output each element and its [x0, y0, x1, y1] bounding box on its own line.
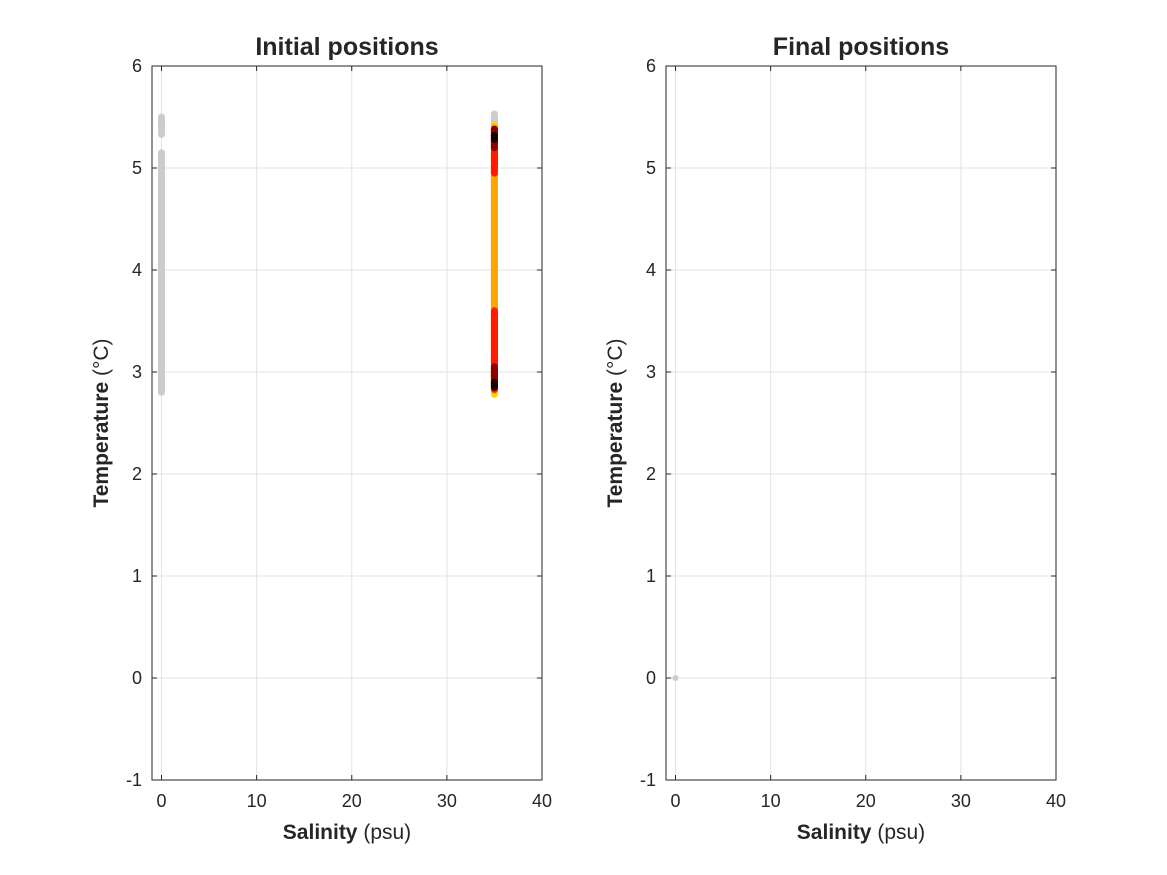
y-axis-label-unit: (°C) [90, 338, 113, 381]
y-axis-label: Temperature (°C) [90, 338, 113, 507]
y-tick-label: -1 [126, 770, 142, 790]
ticks: 0 10 20 30 40 -1 0 1 2 3 4 5 6 [640, 56, 1066, 811]
y-tick-label: 3 [646, 362, 656, 382]
y-axis-label-name: Temperature [604, 382, 627, 508]
x-tick-label: 20 [342, 791, 362, 811]
x-axis-label: Salinity (psu) [797, 821, 925, 844]
y-tick-label: 1 [646, 566, 656, 586]
x-axis-label-name: Salinity [797, 821, 872, 844]
x-tick-label: 30 [437, 791, 457, 811]
grid [152, 66, 542, 780]
y-tick-label: -1 [640, 770, 656, 790]
chart-title: Final positions [773, 33, 949, 61]
x-tick-label: 30 [951, 791, 971, 811]
ticks: 0 10 20 30 40 -1 0 1 2 3 4 5 6 [126, 56, 552, 811]
x-tick-label: 40 [532, 791, 552, 811]
y-tick-label: 6 [646, 56, 656, 76]
y-tick-label: 2 [646, 464, 656, 484]
y-tick-label: 0 [646, 668, 656, 688]
x-axis-label-unit: (psu) [358, 821, 412, 844]
y-axis-label-unit: (°C) [604, 338, 627, 381]
chart-title: Initial positions [255, 33, 438, 61]
y-tick-label: 0 [132, 668, 142, 688]
x-tick-label: 0 [157, 791, 167, 811]
grid [666, 66, 1056, 780]
y-tick-label: 5 [646, 158, 656, 178]
y-tick-label: 4 [646, 260, 656, 280]
y-tick-label: 6 [132, 56, 142, 76]
x-tick-label: 0 [671, 791, 681, 811]
axes-frame [151, 65, 543, 781]
y-tick-label: 3 [132, 362, 142, 382]
x-tick-label: 40 [1046, 791, 1066, 811]
y-tick-label: 5 [132, 158, 142, 178]
x-axis-label: Salinity (psu) [283, 821, 411, 844]
x-tick-label: 20 [856, 791, 876, 811]
axes-frame [665, 65, 1057, 781]
x-axis-label-unit: (psu) [872, 821, 926, 844]
data-marks [672, 675, 679, 681]
y-axis-label: Temperature (°C) [604, 338, 627, 507]
x-axis-label-name: Salinity [283, 821, 358, 844]
y-tick-label: 4 [132, 260, 142, 280]
y-axis-label-name: Temperature [90, 382, 113, 508]
initial-positions-panel: Initial positions 0 10 20 30 40 -1 0 1 2 3 4 5 6 Sal… [90, 33, 552, 844]
y-tick-label: 2 [132, 464, 142, 484]
data-point [672, 675, 679, 681]
x-tick-label: 10 [247, 791, 267, 811]
x-tick-label: 10 [761, 791, 781, 811]
y-tick-label: 1 [132, 566, 142, 586]
data-marks [158, 110, 498, 398]
final-positions-panel: Final positions 0 10 20 30 40 -1 0 1 2 3 4 5 6 Salin… [604, 33, 1066, 844]
